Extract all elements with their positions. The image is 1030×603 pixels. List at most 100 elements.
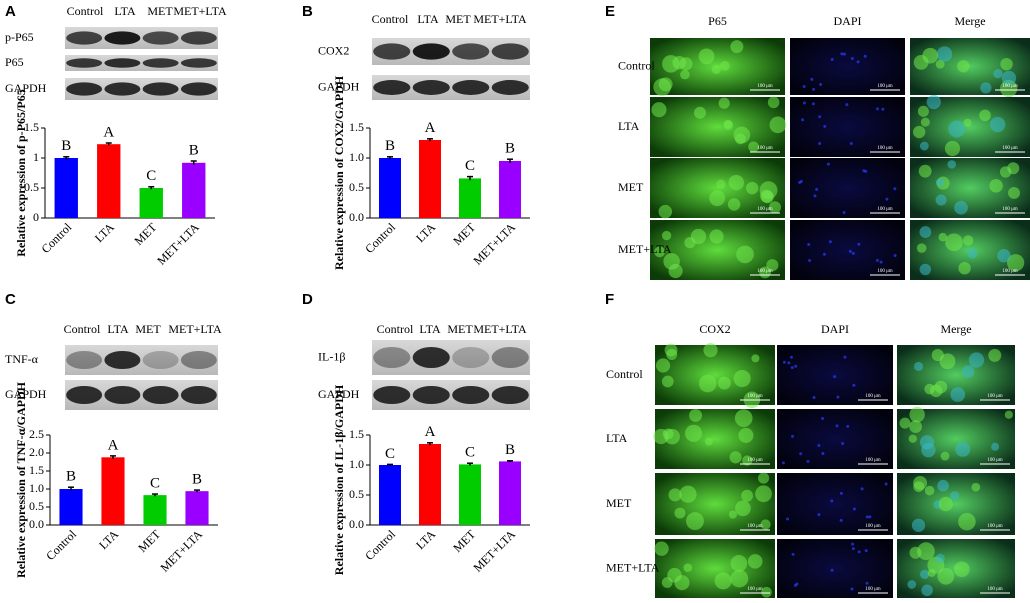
bar — [59, 489, 83, 525]
cell — [863, 54, 867, 58]
cell — [823, 124, 827, 128]
lane-label: MET+LTA — [168, 322, 222, 336]
bar — [379, 158, 401, 218]
cell — [919, 435, 935, 450]
cell — [908, 434, 917, 443]
cell — [709, 190, 726, 207]
y-tick-label: 0.5 — [29, 499, 44, 513]
y-tick-label: 2.0 — [29, 445, 44, 459]
error-bar — [194, 489, 200, 493]
micrograph — [790, 220, 905, 280]
y-tick-label: 1.5 — [349, 120, 364, 134]
cell — [893, 253, 897, 257]
cell — [850, 587, 854, 591]
error-bar — [68, 486, 74, 491]
blot-band — [491, 386, 529, 404]
blot-row-label: GAPDH — [318, 79, 360, 93]
panel-label: F — [605, 291, 614, 308]
cell — [857, 242, 861, 246]
cell — [733, 369, 751, 388]
cell — [988, 348, 1002, 362]
y-tick-label: 1.0 — [29, 481, 44, 495]
cell — [911, 518, 926, 532]
x-tick-label: MET — [131, 220, 159, 248]
x-tick-label: Control — [362, 527, 398, 563]
blot-band — [180, 82, 217, 96]
cell — [953, 561, 970, 578]
scale-bar-label: 100 μm — [877, 146, 892, 151]
cell — [789, 355, 793, 359]
cell — [818, 142, 822, 146]
blot-band — [104, 31, 141, 45]
blot-row-label: GAPDH — [5, 387, 47, 401]
cell — [698, 374, 717, 393]
bar — [97, 144, 121, 218]
blot-band — [373, 347, 411, 368]
cell — [791, 434, 795, 438]
error-bar — [110, 455, 116, 459]
blot-row-label: p-P65 — [5, 30, 34, 44]
cell — [851, 547, 855, 551]
cell — [864, 549, 868, 553]
cell — [729, 451, 742, 464]
cell — [815, 187, 819, 191]
significance-letter: A — [425, 424, 436, 440]
cell — [798, 180, 802, 184]
bar — [499, 161, 521, 218]
cell — [685, 424, 703, 442]
cell — [864, 169, 868, 173]
scale-bar-label: 100 μm — [865, 524, 880, 529]
cell — [727, 198, 741, 211]
scale-bar-label: 100 μm — [865, 587, 880, 592]
cell — [840, 52, 844, 56]
cell — [971, 482, 981, 492]
y-tick-label: 0 — [33, 210, 39, 224]
cell — [842, 52, 846, 56]
column-header: DAPI — [833, 14, 861, 28]
cell — [919, 141, 929, 151]
cell — [962, 235, 974, 246]
scale-bar-label: 100 μm — [1002, 207, 1017, 212]
cell — [785, 517, 789, 521]
blot-band — [66, 82, 103, 96]
cell — [852, 507, 856, 511]
cell — [958, 512, 976, 531]
cell — [666, 348, 678, 360]
cell — [828, 240, 832, 244]
scale-bar-label: 100 μm — [1002, 84, 1017, 89]
cell — [817, 513, 821, 517]
cell — [680, 69, 690, 80]
significance-letter: C — [465, 158, 475, 174]
bar — [185, 491, 209, 525]
y-tick-label: 1.0 — [349, 457, 364, 471]
cell — [766, 259, 779, 272]
cell — [935, 553, 945, 563]
bar — [499, 461, 521, 525]
cell — [1000, 57, 1013, 71]
blot-band — [491, 80, 529, 95]
scale-bar-label: 100 μm — [1002, 146, 1017, 151]
cell — [909, 420, 922, 434]
cell — [912, 125, 926, 139]
cell — [968, 352, 985, 368]
cell — [808, 258, 812, 262]
column-header: Merge — [940, 322, 971, 336]
row-label: LTA — [606, 431, 628, 445]
cell — [850, 57, 854, 61]
scale-bar-label: 100 μm — [747, 587, 762, 592]
cell — [920, 117, 930, 127]
cell — [846, 424, 850, 428]
cell — [1007, 162, 1020, 175]
cell — [674, 507, 686, 519]
y-tick-label: 0.0 — [349, 517, 364, 531]
cell — [767, 96, 780, 109]
cell — [944, 140, 961, 157]
cell — [654, 541, 669, 556]
error-bar — [152, 493, 158, 497]
bar — [143, 495, 167, 525]
blot-band — [142, 58, 179, 68]
cell — [1001, 70, 1017, 86]
x-tick-label: MET+LTA — [470, 527, 518, 575]
cell — [909, 406, 925, 423]
